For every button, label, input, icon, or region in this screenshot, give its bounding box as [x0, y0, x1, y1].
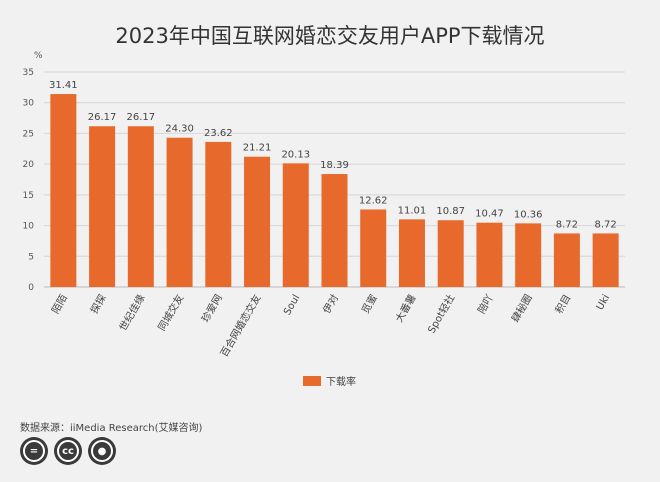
license-icons: = cc ● [20, 437, 116, 465]
y-tick-label: 15 [23, 191, 34, 201]
x-tick-label: 肆秘圈 [509, 292, 535, 324]
data-label: 26.17 [88, 112, 117, 123]
cc-equals-icon: = [20, 437, 48, 465]
bar [282, 163, 309, 287]
bar [553, 233, 580, 287]
legend-swatch [303, 376, 321, 386]
bar [437, 220, 464, 287]
data-label: 20.13 [281, 149, 310, 160]
x-tick-label: 探探 [87, 292, 108, 316]
data-label: 23.62 [204, 128, 233, 139]
y-axis-unit: % [34, 51, 43, 61]
data-label: 21.21 [243, 143, 272, 154]
bar [205, 141, 232, 287]
bar [592, 233, 619, 287]
data-label: 10.36 [514, 209, 543, 220]
x-tick-label: 陌陌 [50, 293, 70, 316]
cc-icon: cc [54, 437, 82, 465]
legend-label: 下载率 [326, 375, 356, 388]
bar [50, 94, 77, 287]
bar-chart: 0 5 10 15 20 25 30 35% 31.41 陌陌 26.17 探探 26.17 世纪佳缘 24… [23, 51, 625, 388]
bar [398, 219, 425, 287]
data-label: 10.87 [436, 206, 465, 217]
data-label: 8.72 [595, 219, 617, 230]
x-tick-label: 伊对 [320, 292, 341, 316]
y-tick-label: 5 [28, 252, 34, 262]
data-label: 8.72 [556, 219, 578, 230]
data-label: 18.39 [320, 160, 349, 171]
data-label: 24.30 [165, 124, 194, 135]
data-source: 数据来源：iiMedia Research(艾媒咨询) [20, 423, 203, 434]
bar [166, 137, 193, 287]
x-tick-label: 世纪佳缘 [116, 292, 147, 333]
x-tick-label: Spot轻社 [425, 292, 458, 336]
data-label: 10.47 [475, 209, 504, 220]
x-tick-label: 陪吖 [475, 292, 496, 316]
x-tick-label: 积目 [553, 293, 573, 316]
bar [360, 209, 387, 287]
y-tick-label: 35 [23, 68, 34, 78]
x-tick-label: 同城交友 [155, 292, 186, 333]
y-tick-label: 30 [23, 99, 35, 109]
y-tick-label: 25 [23, 129, 34, 139]
x-tick-label: 觅蜜 [359, 292, 380, 316]
x-tick-label: 珍爱网 [199, 292, 225, 324]
y-tick-label: 0 [28, 283, 34, 293]
bar [244, 156, 271, 287]
bar [476, 222, 503, 287]
data-label: 12.62 [359, 195, 388, 206]
x-tick-label: 百合网婚恋交友 [217, 292, 263, 359]
bar [89, 126, 116, 288]
x-tick-label: Uki [595, 293, 612, 312]
bar [127, 126, 154, 288]
data-label: 26.17 [127, 112, 156, 123]
data-label: 31.41 [49, 80, 78, 91]
y-tick-label: 20 [23, 160, 35, 170]
bar [515, 223, 542, 287]
x-tick-label: Soul [282, 293, 302, 317]
data-label: 11.01 [398, 205, 427, 216]
y-tick-label: 10 [23, 222, 35, 232]
bar [321, 174, 348, 287]
cc-person-icon: ● [88, 437, 116, 465]
x-tick-label: 大番薯 [392, 292, 418, 324]
chart-title: 2023年中国互联网婚恋交友用户APP下载情况 [115, 24, 545, 48]
